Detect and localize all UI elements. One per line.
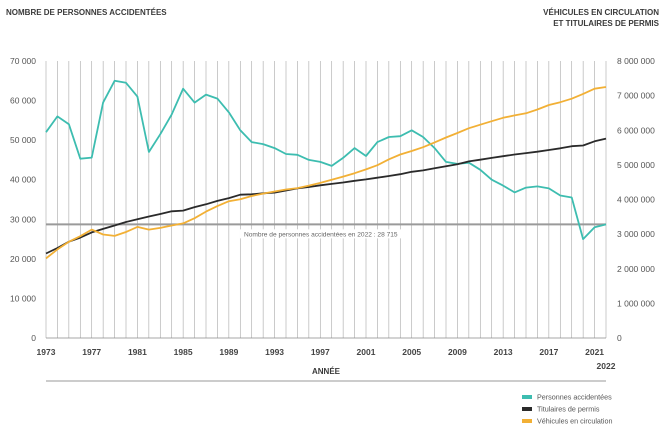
y-right-tick-label: 3 000 000	[617, 229, 655, 239]
x-tick-label: 2005	[402, 347, 421, 357]
y-left-tick-label: 40 000	[10, 175, 36, 185]
y-right-tick-label: 8 000 000	[617, 56, 655, 66]
y-right-tick-label: 7 000 000	[617, 91, 655, 101]
legend-swatch	[522, 419, 532, 423]
legend-swatch	[522, 407, 532, 411]
reference-label-background	[240, 229, 402, 239]
x-axis-title: ANNÉE	[312, 367, 341, 376]
right-axis-title-line2: ET TITULAIRES DE PERMIS	[553, 19, 659, 28]
x-tick-label: 1993	[265, 347, 284, 357]
y-right-tick-label: 2 000 000	[617, 264, 655, 274]
x-axis: 1973 1977 1981 1985 1989 1993 1997 2001 2005 2009…	[37, 347, 616, 371]
x-tick-label: 1977	[82, 347, 101, 357]
y-right-tick-label: 5 000 000	[617, 160, 655, 170]
legend: Personnes accidentées Titulaires de permi…	[522, 393, 613, 426]
y-right-tick-label: 0	[617, 333, 622, 343]
x-tick-label: 2017	[539, 347, 558, 357]
series-lines	[45, 79, 607, 260]
y-left-tick-label: 0	[31, 333, 36, 343]
y-left-tick-label: 20 000	[10, 254, 36, 264]
series-line-personnes-accidentees	[45, 79, 607, 241]
series-line-vehicules-en-circulation	[45, 86, 607, 260]
legend-label: Personnes accidentées	[537, 393, 612, 402]
y-right-tick-label: 1 000 000	[617, 298, 655, 308]
x-tick-label: 1985	[174, 347, 193, 357]
series-line-titulaires-de-permis	[45, 137, 607, 255]
x-tick-label: 1997	[311, 347, 330, 357]
x-tick-label: 1989	[219, 347, 238, 357]
y-left-tick-label: 30 000	[10, 214, 36, 224]
vertical-gridlines	[45, 61, 607, 339]
y-right-tick-label: 4 000 000	[617, 195, 655, 205]
legend-label: Titulaires de permis	[537, 405, 600, 414]
x-tick-label: 2009	[448, 347, 467, 357]
x-tick-label: 2021	[585, 347, 604, 357]
x-tick-label: 1981	[128, 347, 147, 357]
y-right-tick-label: 6 000 000	[617, 125, 655, 135]
right-y-axis-ticks: 0 1 000 000 2 000 000 3 000 000 4 000 000 5 0…	[617, 56, 655, 343]
y-left-tick-label: 50 000	[10, 135, 36, 145]
reference-line-label: Nombre de personnes accidentées en 2022 …	[244, 232, 398, 239]
x-tick-label-final-year: 2022	[597, 361, 616, 371]
x-tick-label: 2001	[357, 347, 376, 357]
legend-label: Véhicules en circulation	[537, 417, 613, 426]
x-tick-label: 1973	[37, 347, 56, 357]
x-tick-label: 2013	[494, 347, 513, 357]
y-left-tick-label: 70 000	[10, 56, 36, 66]
y-left-tick-label: 60 000	[10, 96, 36, 106]
right-axis-title-line1: VÉHICULES EN CIRCULATION	[543, 8, 659, 17]
y-left-tick-label: 10 000	[10, 293, 36, 303]
legend-swatch	[522, 395, 532, 399]
left-y-axis-ticks: 0 10 000 20 000 30 000 40 000 50 000 60 000 70 …	[10, 56, 36, 343]
left-axis-title: NOMBRE DE PERSONNES ACCIDENTÉES	[6, 8, 167, 17]
reference-line-group: Nombre de personnes accidentées en 2022 …	[46, 223, 606, 239]
